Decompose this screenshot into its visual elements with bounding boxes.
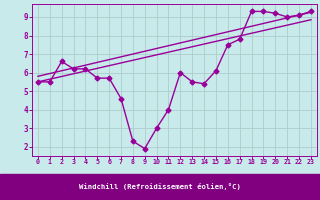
Text: Windchill (Refroidissement éolien,°C): Windchill (Refroidissement éolien,°C) [79,184,241,190]
